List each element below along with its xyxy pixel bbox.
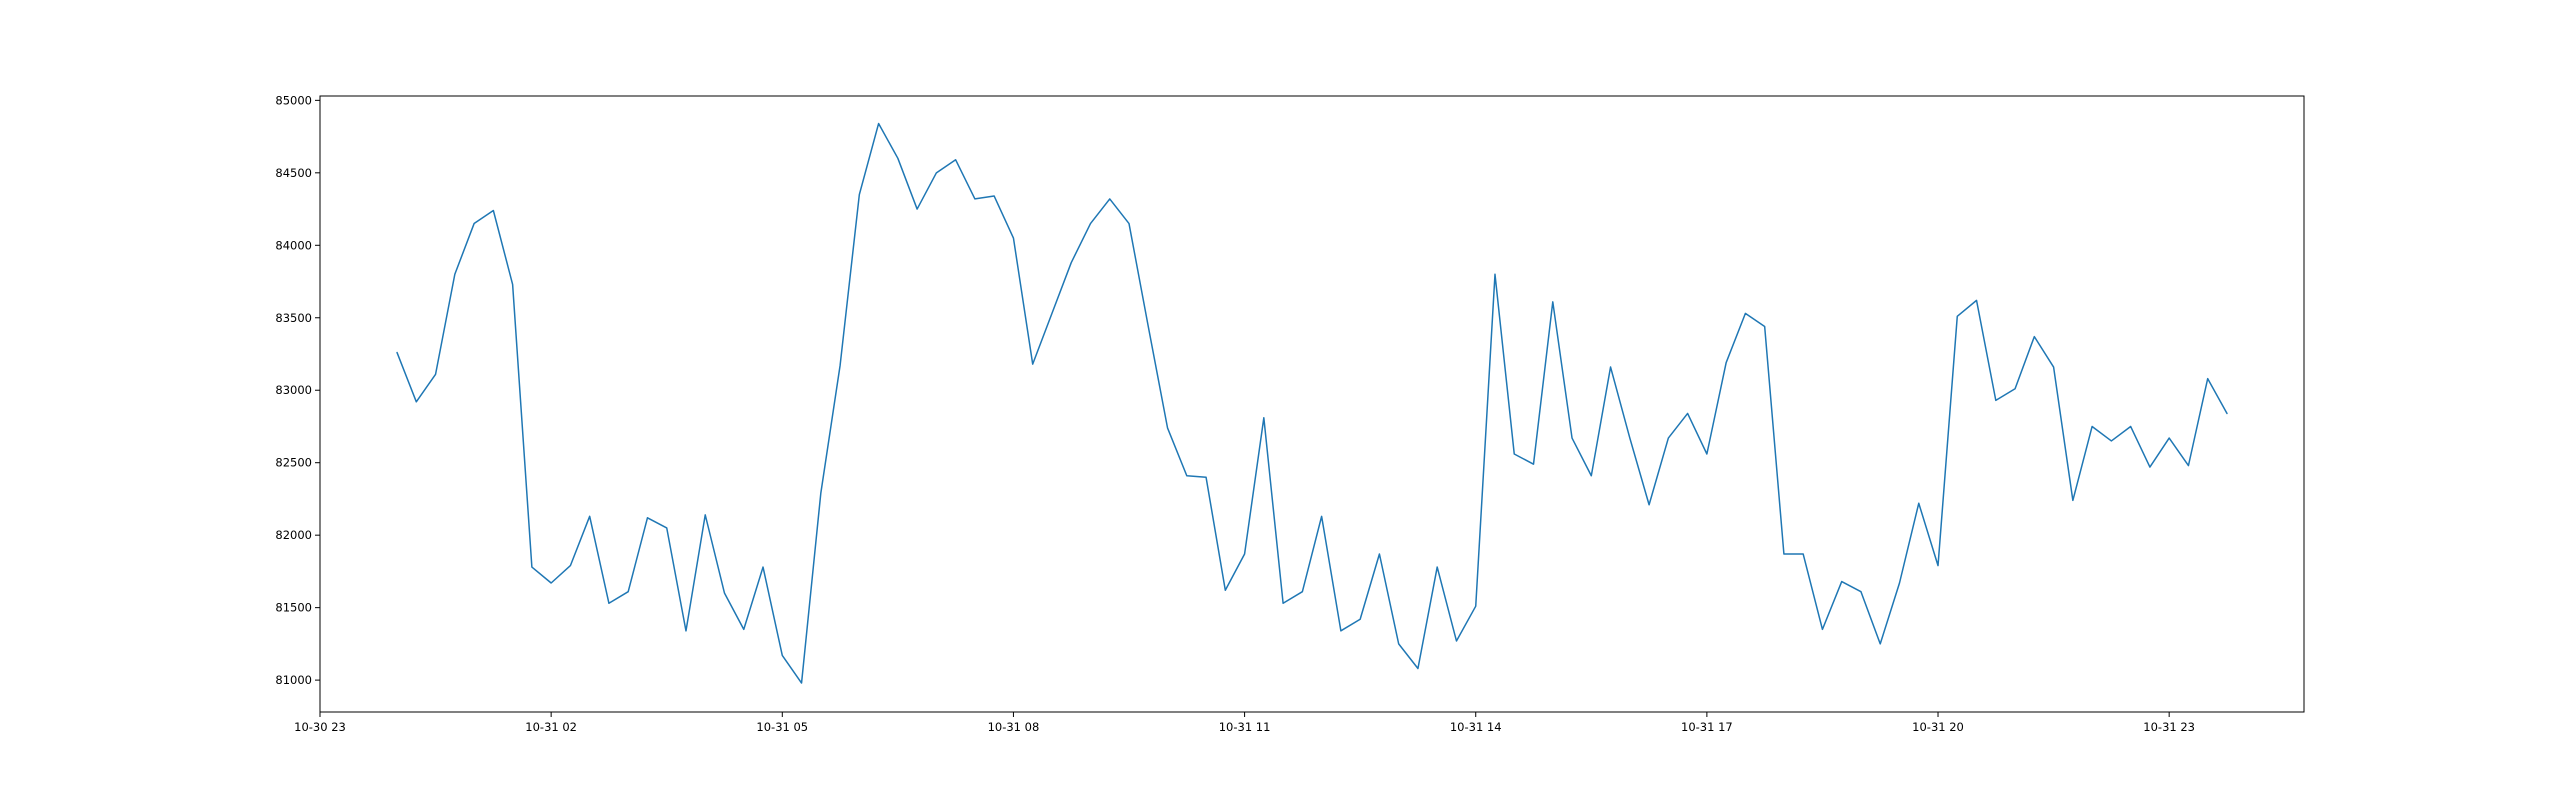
series-line: [396, 122, 2228, 684]
x-tick-label: 10-31 11: [1219, 720, 1271, 734]
x-tick-label: 10-31 17: [1681, 720, 1733, 734]
x-tick-label: 10-31 20: [1912, 720, 1964, 734]
x-tick-label: 10-30 23: [294, 720, 346, 734]
y-axis: 81000 81500 82000 82500 83000 83500 84000 84500…: [275, 93, 320, 687]
x-tick-label: 10-31 23: [2143, 720, 2195, 734]
y-tick-label: 81000: [275, 673, 312, 687]
y-tick-label: 85000: [275, 93, 312, 107]
y-tick-label: 84500: [275, 166, 312, 180]
y-tick-label: 84000: [275, 238, 312, 252]
x-axis: 10-30 23 10-31 02 10-31 05 10-31 08 10-31 11…: [294, 712, 2195, 734]
y-tick-label: 83500: [275, 311, 312, 325]
plot-frame: [319, 95, 2305, 713]
x-tick-label: 10-31 05: [756, 720, 808, 734]
plot-area: [320, 96, 2304, 712]
y-tick-label: 81500: [275, 601, 312, 615]
x-tick-label: 10-31 08: [988, 720, 1040, 734]
x-tick-label: 10-31 14: [1450, 720, 1502, 734]
y-tick-label: 82500: [275, 456, 312, 470]
y-tick-label: 82000: [275, 528, 312, 542]
x-tick-label: 10-31 02: [525, 720, 577, 734]
y-tick-label: 83000: [275, 383, 312, 397]
